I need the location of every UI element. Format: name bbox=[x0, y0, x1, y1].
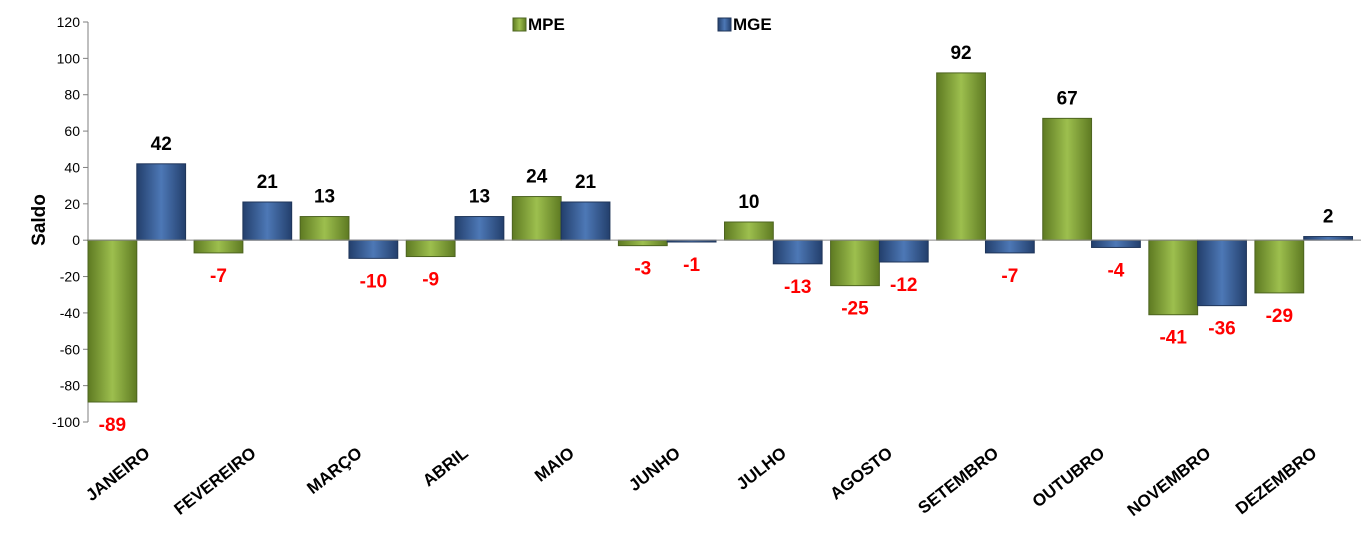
data-label: -25 bbox=[841, 299, 869, 320]
bar-mpe-julho bbox=[724, 221, 774, 241]
bar-mge-outubro bbox=[1091, 239, 1141, 248]
category-label: MARÇO bbox=[303, 443, 365, 498]
data-labels: -89 -7 13 -9 24 -3 10 -25 92 67 -41 -29 42 21 -10 13 21 -… bbox=[99, 43, 1334, 436]
bar-mpe-novembro bbox=[1148, 239, 1199, 316]
y-tick-label: 80 bbox=[64, 87, 80, 103]
category-label: JANEIRO bbox=[82, 443, 153, 505]
bar-mge-setembro bbox=[984, 239, 1035, 254]
data-label: -4 bbox=[1107, 260, 1124, 281]
y-tick-label: -80 bbox=[60, 378, 80, 394]
data-label: 13 bbox=[314, 187, 335, 208]
bar-mge-dezembro bbox=[1303, 236, 1354, 241]
category-label: AGOSTO bbox=[827, 443, 897, 503]
category-label: DEZEMBRO bbox=[1232, 443, 1320, 518]
bar-mpe-maio bbox=[511, 196, 562, 241]
y-tick-label: -100 bbox=[52, 414, 80, 430]
data-label: -36 bbox=[1208, 319, 1235, 340]
bar-mpe-agosto bbox=[830, 239, 880, 287]
data-label: 42 bbox=[151, 134, 172, 155]
y-tick-label: 100 bbox=[57, 50, 81, 66]
bar-mpe-outubro bbox=[1042, 117, 1093, 241]
y-tick-label: 40 bbox=[64, 159, 80, 175]
bars bbox=[87, 72, 1354, 403]
category-label: SETEMBRO bbox=[915, 443, 1003, 517]
category-label: JULHO bbox=[733, 443, 790, 493]
legend-label-mge: MGE bbox=[733, 15, 772, 34]
y-tick-label: 0 bbox=[72, 232, 80, 248]
category-label: ABRIL bbox=[419, 443, 472, 490]
data-label: -3 bbox=[634, 259, 651, 280]
bar-mge-julho bbox=[772, 239, 823, 265]
bar-mpe-junho bbox=[617, 239, 668, 247]
data-label: -13 bbox=[784, 277, 811, 298]
data-label: -41 bbox=[1159, 328, 1187, 349]
data-label: -7 bbox=[1001, 266, 1018, 287]
y-axis: 120 100 80 60 40 20 0 -20 -40 -60 -80 -100 bbox=[52, 14, 89, 430]
y-tick-label: 60 bbox=[64, 123, 80, 139]
bar-mpe-dezembro bbox=[1254, 239, 1305, 294]
y-tick-label: -20 bbox=[60, 269, 80, 285]
category-label: MAIO bbox=[531, 443, 578, 485]
bar-mge-agosto bbox=[878, 239, 929, 263]
bar-mge-abril bbox=[454, 216, 505, 241]
legend-label-mpe: MPE bbox=[528, 15, 565, 34]
bar-mpe-setembro bbox=[936, 72, 986, 241]
y-tick-label: 120 bbox=[57, 14, 81, 30]
category-label: NOVEMBRO bbox=[1124, 443, 1215, 520]
category-label: OUTUBRO bbox=[1029, 443, 1108, 511]
bar-mge-maio bbox=[560, 201, 611, 241]
bar-mpe-fevereiro bbox=[193, 239, 244, 254]
bar-mpe-março bbox=[299, 216, 350, 241]
bar-mge-janeiro bbox=[136, 163, 187, 241]
y-tick-label: -60 bbox=[60, 341, 80, 357]
category-label: FEVEREIRO bbox=[170, 443, 259, 518]
y-axis-label: Saldo bbox=[29, 194, 50, 246]
data-label: 21 bbox=[575, 172, 597, 193]
bar-mge-março bbox=[348, 239, 399, 259]
data-label: -1 bbox=[683, 255, 700, 276]
data-label: 21 bbox=[257, 172, 279, 193]
data-label: 2 bbox=[1323, 207, 1334, 228]
category-labels: JANEIRO FEVEREIRO MARÇO ABRIL MAIO JUNHO JULHO… bbox=[82, 443, 1320, 520]
bar-mpe-janeiro bbox=[87, 239, 138, 403]
data-label: -9 bbox=[422, 270, 439, 291]
legend-swatch-mpe bbox=[512, 17, 527, 32]
data-label: 92 bbox=[950, 43, 971, 64]
data-label: -12 bbox=[890, 275, 917, 296]
legend-swatch-mge bbox=[717, 17, 732, 32]
bar-mpe-abril bbox=[405, 239, 456, 258]
category-label: JUNHO bbox=[625, 443, 684, 495]
data-label: 10 bbox=[738, 192, 759, 213]
data-label: -89 bbox=[99, 415, 126, 436]
bar-mge-fevereiro bbox=[242, 201, 293, 241]
data-label: 24 bbox=[526, 167, 548, 188]
data-label: -7 bbox=[210, 266, 227, 287]
legend: MPE MGE bbox=[512, 15, 772, 34]
data-label: -29 bbox=[1266, 306, 1293, 327]
bar-mge-novembro bbox=[1197, 239, 1247, 307]
data-label: -10 bbox=[360, 271, 387, 292]
y-tick-label: 20 bbox=[64, 196, 80, 212]
data-label: 13 bbox=[469, 187, 490, 208]
data-label: 67 bbox=[1057, 88, 1078, 109]
y-tick-label: -40 bbox=[60, 305, 80, 321]
